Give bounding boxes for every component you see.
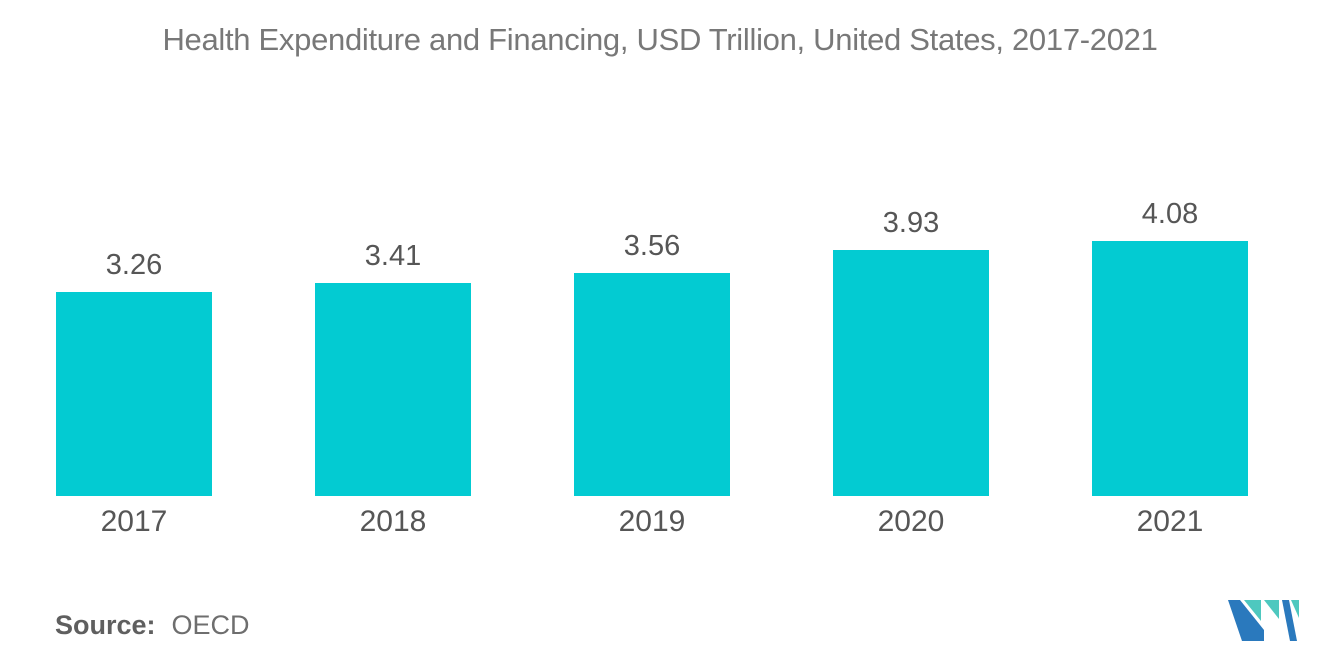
bar-2018 xyxy=(315,283,471,496)
bar-column: 4.08 2021 xyxy=(1092,197,1248,540)
bar-value-label: 3.26 xyxy=(105,249,163,281)
logo-upper-left-triangle xyxy=(1244,600,1261,621)
bar-value-label: 3.93 xyxy=(882,207,940,239)
brand-logo-icon xyxy=(1228,600,1299,641)
logo-middle-triangle xyxy=(1264,600,1279,619)
bar-column: 3.56 2019 xyxy=(574,229,730,540)
bar-column: 3.41 2018 xyxy=(315,239,471,540)
bar-column: 3.93 2020 xyxy=(833,206,989,540)
bar-2019 xyxy=(574,273,730,496)
x-axis-label: 2019 xyxy=(618,505,686,538)
x-axis-label: 2021 xyxy=(1136,505,1204,538)
chart-title: Health Expenditure and Financing, USD Tr… xyxy=(162,22,1158,57)
logo-right-stroke xyxy=(1282,600,1297,641)
bar-2020 xyxy=(833,250,989,496)
logo-right-triangle xyxy=(1291,600,1299,618)
bar-value-label: 3.41 xyxy=(364,240,422,272)
source-line: Source: OECD xyxy=(55,610,250,641)
bar-2021 xyxy=(1092,241,1248,496)
bar-column: 3.26 2017 xyxy=(56,248,212,540)
bar-2017 xyxy=(56,292,212,496)
x-axis-label: 2017 xyxy=(100,505,168,538)
x-axis-label: 2018 xyxy=(359,505,427,538)
logo-left-stroke xyxy=(1228,600,1264,641)
x-axis-label: 2020 xyxy=(877,505,945,538)
bar-value-label: 3.56 xyxy=(623,230,681,262)
bar-chart: 3.26 2017 3.41 2018 3.56 2019 3.93 2020 4.08 2021 xyxy=(56,0,1248,540)
bar-value-label: 4.08 xyxy=(1141,198,1199,230)
source-label: Source: xyxy=(55,610,156,640)
source-value: OECD xyxy=(171,610,250,640)
